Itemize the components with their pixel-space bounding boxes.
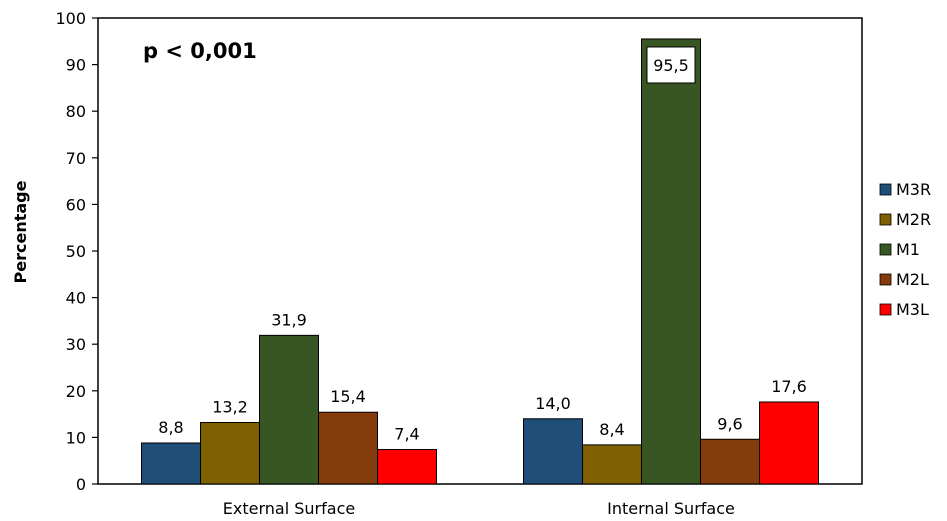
data-label: 8,8 xyxy=(158,418,183,437)
bar-m2r xyxy=(200,421,260,485)
x-category-label: Internal Surface xyxy=(607,499,735,518)
y-tick-label: 20 xyxy=(66,382,86,401)
y-tick-label: 10 xyxy=(66,428,86,447)
bar-m3l xyxy=(759,401,819,485)
legend-swatch-m1 xyxy=(879,243,892,256)
y-tick-label: 80 xyxy=(66,102,86,121)
y-axis-ticks: 0 10 20 30 40 50 60 70 80 90 100 xyxy=(55,9,98,494)
data-label: 17,6 xyxy=(771,377,807,396)
y-tick-label: 0 xyxy=(76,475,86,494)
legend-label: M3R xyxy=(896,180,931,199)
bar-m2l xyxy=(318,411,378,485)
bar-m1 xyxy=(259,334,319,485)
data-label: 13,2 xyxy=(212,397,248,416)
y-tick-label: 60 xyxy=(66,195,86,214)
data-label: 95,5 xyxy=(653,56,689,75)
x-category-label: External Surface xyxy=(223,499,355,518)
legend-swatch-m3l xyxy=(879,303,892,316)
y-tick-label: 40 xyxy=(66,289,86,308)
legend-swatch-m3r xyxy=(879,183,892,196)
bar-m3r xyxy=(523,418,583,485)
bar-m1 xyxy=(641,38,701,485)
y-tick-label: 90 xyxy=(66,56,86,75)
plot-area xyxy=(97,17,863,485)
data-label: 7,4 xyxy=(394,425,419,444)
legend-label: M1 xyxy=(896,240,920,259)
data-label: 15,4 xyxy=(330,387,366,406)
significance-annotation: p < 0,001 xyxy=(143,39,257,63)
data-label: 9,6 xyxy=(717,414,742,433)
data-label: 14,0 xyxy=(535,394,571,413)
bars: 8,8 13,2 31,9 15,4 7,4 14,0 8,4 95,5 9,6 17,6 xyxy=(141,38,819,485)
y-tick-label: 70 xyxy=(66,149,86,168)
legend-swatch-m2l xyxy=(879,273,892,286)
bar-m2r xyxy=(582,444,642,485)
bar-m3r xyxy=(141,442,201,485)
x-axis-categories: External Surface Internal Surface xyxy=(223,499,735,518)
y-tick-label: 50 xyxy=(66,242,86,261)
legend-swatch-m2r xyxy=(879,213,892,226)
data-label: 31,9 xyxy=(271,310,307,329)
legend-label: M2R xyxy=(896,210,931,229)
bar-m2l xyxy=(700,438,760,485)
data-label: 8,4 xyxy=(599,420,624,439)
data-label-box xyxy=(646,46,696,84)
y-axis-label: Percentage xyxy=(11,180,30,283)
legend-label: M3L xyxy=(896,300,929,319)
legend-label: M2L xyxy=(896,270,929,289)
legend: M3R M2R M1 M2L M3L xyxy=(879,180,931,319)
y-tick-label: 100 xyxy=(55,9,86,28)
bar-m3l xyxy=(377,449,437,485)
y-tick-label: 30 xyxy=(66,335,86,354)
